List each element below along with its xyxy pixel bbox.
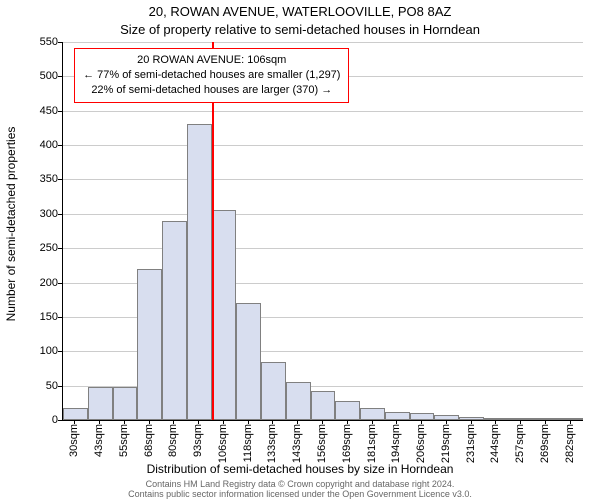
ytick-label: 300 bbox=[18, 208, 58, 220]
histogram-bar bbox=[360, 408, 385, 420]
histogram-bar bbox=[236, 303, 261, 420]
xtick-label: 68sqm bbox=[143, 424, 155, 457]
annotation-line: ← 77% of semi-detached houses are smalle… bbox=[83, 68, 340, 83]
annotation-line: 22% of semi-detached houses are larger (… bbox=[83, 83, 340, 98]
xtick-label: 30sqm bbox=[68, 424, 80, 457]
xtick-label: 55sqm bbox=[118, 424, 130, 457]
histogram-bar bbox=[558, 418, 583, 420]
ytick-label: 150 bbox=[18, 311, 58, 323]
xtick-label: 118sqm bbox=[242, 424, 254, 462]
gridline bbox=[63, 179, 583, 180]
annotation-box: 20 ROWAN AVENUE: 106sqm← 77% of semi-det… bbox=[74, 48, 349, 103]
histogram-bar bbox=[484, 418, 509, 420]
ytick-label: 100 bbox=[18, 345, 58, 357]
chart-title-sub: Size of property relative to semi-detach… bbox=[0, 22, 600, 37]
histogram-bar bbox=[63, 408, 88, 420]
histogram-bar bbox=[459, 417, 484, 420]
histogram-bar bbox=[385, 412, 410, 420]
gridline bbox=[63, 42, 583, 43]
xtick-label: 156sqm bbox=[316, 424, 328, 463]
xtick-label: 106sqm bbox=[217, 424, 229, 463]
ytick-label: 500 bbox=[18, 70, 58, 82]
xtick-label: 133sqm bbox=[266, 424, 278, 463]
ytick-label: 50 bbox=[18, 380, 58, 392]
xtick-label: 80sqm bbox=[167, 424, 179, 457]
histogram-bar bbox=[286, 382, 311, 420]
xtick-label: 194sqm bbox=[390, 424, 402, 463]
x-axis-title: Distribution of semi-detached houses by … bbox=[0, 462, 600, 476]
footer-line-2: Contains public sector information licen… bbox=[0, 490, 600, 500]
gridline bbox=[63, 248, 583, 249]
ytick-label: 350 bbox=[18, 173, 58, 185]
histogram-bar bbox=[88, 387, 113, 420]
chart-footer: Contains HM Land Registry data © Crown c… bbox=[0, 480, 600, 500]
xtick-label: 231sqm bbox=[465, 424, 477, 463]
ytick-label: 0 bbox=[18, 414, 58, 426]
chart-container: 20, ROWAN AVENUE, WATERLOOVILLE, PO8 8AZ… bbox=[0, 0, 600, 500]
histogram-bar bbox=[212, 210, 237, 420]
histogram-bar bbox=[410, 413, 435, 420]
histogram-bar bbox=[335, 401, 360, 420]
xtick-label: 269sqm bbox=[539, 424, 551, 463]
xtick-label: 257sqm bbox=[514, 424, 526, 463]
ytick-label: 400 bbox=[18, 139, 58, 151]
xtick-label: 93sqm bbox=[192, 424, 204, 457]
histogram-bar bbox=[509, 418, 534, 420]
ytick-label: 200 bbox=[18, 277, 58, 289]
histogram-bar bbox=[137, 269, 162, 420]
annotation-line: 20 ROWAN AVENUE: 106sqm bbox=[83, 53, 340, 68]
xtick-label: 206sqm bbox=[415, 424, 427, 463]
chart-title-main: 20, ROWAN AVENUE, WATERLOOVILLE, PO8 8AZ bbox=[0, 4, 600, 19]
xtick-label: 143sqm bbox=[291, 424, 303, 463]
histogram-bar bbox=[162, 221, 187, 420]
histogram-bar bbox=[187, 124, 212, 420]
plot-area: 20 ROWAN AVENUE: 106sqm← 77% of semi-det… bbox=[62, 42, 583, 421]
histogram-bar bbox=[533, 418, 558, 420]
gridline bbox=[63, 111, 583, 112]
histogram-bar bbox=[434, 415, 459, 420]
xtick-label: 219sqm bbox=[440, 424, 452, 463]
xtick-label: 169sqm bbox=[341, 424, 353, 463]
ytick-label: 450 bbox=[18, 105, 58, 117]
xtick-label: 244sqm bbox=[489, 424, 501, 463]
y-axis-title: Number of semi-detached properties bbox=[4, 29, 18, 224]
histogram-bar bbox=[113, 387, 138, 420]
gridline bbox=[63, 214, 583, 215]
ytick-label: 550 bbox=[18, 36, 58, 48]
ytick-label: 250 bbox=[18, 242, 58, 254]
xtick-label: 282sqm bbox=[564, 424, 576, 463]
histogram-bar bbox=[311, 391, 336, 420]
gridline bbox=[63, 145, 583, 146]
xtick-label: 43sqm bbox=[93, 424, 105, 457]
histogram-bar bbox=[261, 362, 286, 420]
xtick-label: 181sqm bbox=[366, 424, 378, 463]
